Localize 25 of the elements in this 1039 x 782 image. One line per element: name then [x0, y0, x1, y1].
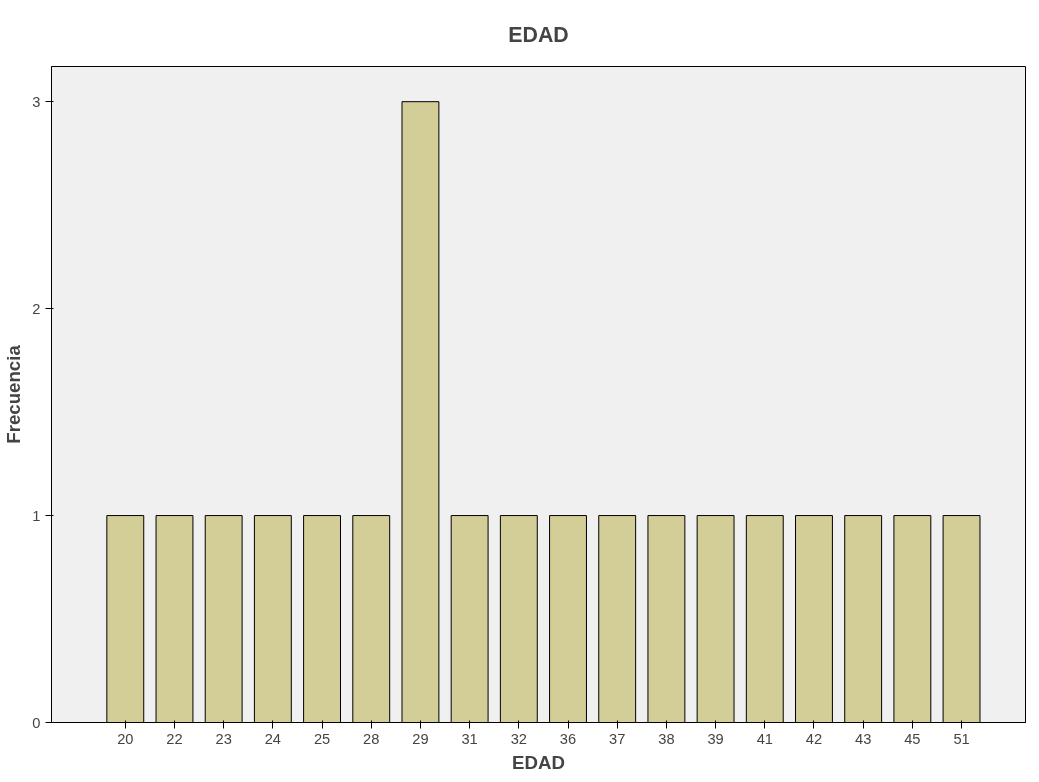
y-tick-label: 1 — [32, 507, 41, 524]
y-tick-label: 3 — [32, 93, 41, 110]
x-tick-label: 43 — [855, 730, 872, 747]
x-tick-label: 51 — [953, 730, 970, 747]
x-tick-label: 42 — [805, 730, 823, 747]
x-tick-label: 23 — [215, 730, 232, 747]
x-tick-label: 28 — [363, 730, 380, 747]
y-axis-title: Frecuencia — [3, 344, 25, 444]
x-tick-label: 29 — [412, 730, 429, 747]
x-tick-label: 22 — [166, 730, 183, 747]
x-tick-label: 20 — [117, 730, 134, 747]
x-tick-label: 37 — [609, 730, 626, 747]
x-tick-label: 25 — [313, 730, 331, 747]
y-tick-label: 2 — [32, 300, 41, 317]
x-tick-label: 38 — [658, 730, 675, 747]
x-tick-label: 36 — [559, 730, 577, 747]
x-tick-label: 24 — [264, 730, 282, 747]
chart-title: EDAD — [508, 22, 569, 47]
x-tick-label: 45 — [904, 730, 921, 747]
y-tick-label: 0 — [32, 714, 41, 731]
x-tick-label: 41 — [756, 730, 773, 747]
x-tick-label: 31 — [461, 730, 478, 747]
x-axis-title: EDAD — [512, 751, 565, 773]
x-tick-label: 32 — [510, 730, 527, 747]
x-tick-label: 39 — [707, 730, 724, 747]
